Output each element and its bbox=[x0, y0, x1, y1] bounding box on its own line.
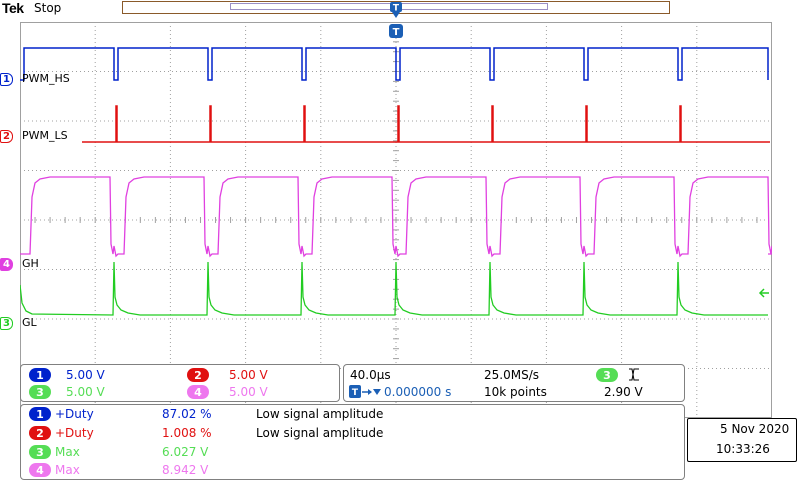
svg-text:T: T bbox=[393, 4, 400, 14]
status-bar: Tek Stop T bbox=[0, 0, 800, 18]
ch3-ground-marker[interactable]: 3 bbox=[0, 317, 13, 330]
ch4-ground-marker[interactable]: 4 bbox=[0, 258, 13, 271]
ch1-label: PWM_HS bbox=[22, 72, 70, 85]
meas3-badge: 3 bbox=[29, 445, 51, 459]
ch4-badge[interactable]: 4 bbox=[187, 385, 209, 399]
acquisition-state[interactable]: Stop bbox=[34, 1, 62, 15]
time-per-div[interactable]: 40.0µs bbox=[350, 368, 391, 382]
trigger-level[interactable]: 2.90 V bbox=[604, 385, 643, 399]
ch2-ground-marker[interactable]: 2 bbox=[0, 130, 13, 143]
trigger-time-marker: T bbox=[389, 24, 403, 38]
ch3-label: GL bbox=[22, 316, 37, 329]
meas3-name: Max bbox=[55, 445, 80, 459]
ch1-scale[interactable]: 5.00 V bbox=[66, 368, 105, 382]
record-length[interactable]: 10k points bbox=[484, 385, 547, 399]
meas4-badge: 4 bbox=[29, 463, 51, 477]
meas1-note: Low signal amplitude bbox=[256, 407, 384, 421]
trigger-source-badge[interactable]: 3 bbox=[596, 368, 618, 382]
horizontal-settings-panel[interactable]: 40.0µs 25.0MS/s 3 T 0.000000 s 10k point… bbox=[343, 364, 685, 402]
datetime-panel: 5 Nov 2020 10:33:26 bbox=[687, 418, 797, 462]
svg-text:T: T bbox=[352, 388, 359, 398]
meas1-value: 87.02 % bbox=[162, 407, 212, 421]
meas1-badge: 1 bbox=[29, 407, 51, 421]
svg-text:T: T bbox=[393, 27, 400, 38]
meas4-value: 8.942 V bbox=[162, 463, 209, 477]
ch1-waveform bbox=[20, 47, 769, 81]
meas2-name: +Duty bbox=[55, 426, 94, 440]
ch1-badge[interactable]: 1 bbox=[29, 368, 51, 382]
ch4-scale[interactable]: 5.00 V bbox=[229, 385, 268, 399]
ch2-scale[interactable]: 5.00 V bbox=[229, 368, 268, 382]
graticule bbox=[20, 22, 772, 418]
meas2-badge: 2 bbox=[29, 426, 51, 440]
record-view-window[interactable] bbox=[230, 3, 548, 10]
meas2-value: 1.008 % bbox=[162, 426, 212, 440]
trigger-position-icon[interactable]: T bbox=[389, 0, 403, 22]
brand-logo: Tek bbox=[2, 0, 24, 16]
date-display: 5 Nov 2020 bbox=[720, 422, 790, 436]
waveform-display[interactable]: T bbox=[20, 22, 772, 418]
vertical-settings-panel[interactable]: 1 5.00 V 2 5.00 V 3 5.00 V 4 5.00 V bbox=[20, 364, 340, 402]
trigger-slope-icon[interactable] bbox=[628, 368, 640, 381]
ch1-ground-marker[interactable]: 1 bbox=[0, 73, 13, 86]
ch4-waveform bbox=[20, 176, 772, 258]
trigger-position-icon: T bbox=[349, 385, 381, 398]
measurements-panel[interactable]: 1 +Duty 87.02 % Low signal amplitude 2 +… bbox=[20, 404, 685, 480]
ch3-scale[interactable]: 5.00 V bbox=[66, 385, 105, 399]
meas4-name: Max bbox=[55, 463, 80, 477]
trigger-level-arrow-icon bbox=[758, 288, 769, 298]
sample-rate: 25.0MS/s bbox=[484, 368, 539, 382]
ch3-badge[interactable]: 3 bbox=[29, 385, 51, 399]
ch3-waveform bbox=[20, 261, 768, 316]
trigger-position-value[interactable]: 0.000000 s bbox=[384, 385, 452, 399]
ch2-label: PWM_LS bbox=[22, 129, 68, 142]
ch4-label: GH bbox=[22, 257, 39, 270]
meas3-value: 6.027 V bbox=[162, 445, 209, 459]
ch2-waveform bbox=[82, 105, 770, 143]
ch2-badge[interactable]: 2 bbox=[187, 368, 209, 382]
time-display: 10:33:26 bbox=[716, 442, 770, 456]
meas2-note: Low signal amplitude bbox=[256, 426, 384, 440]
meas1-name: +Duty bbox=[55, 407, 94, 421]
